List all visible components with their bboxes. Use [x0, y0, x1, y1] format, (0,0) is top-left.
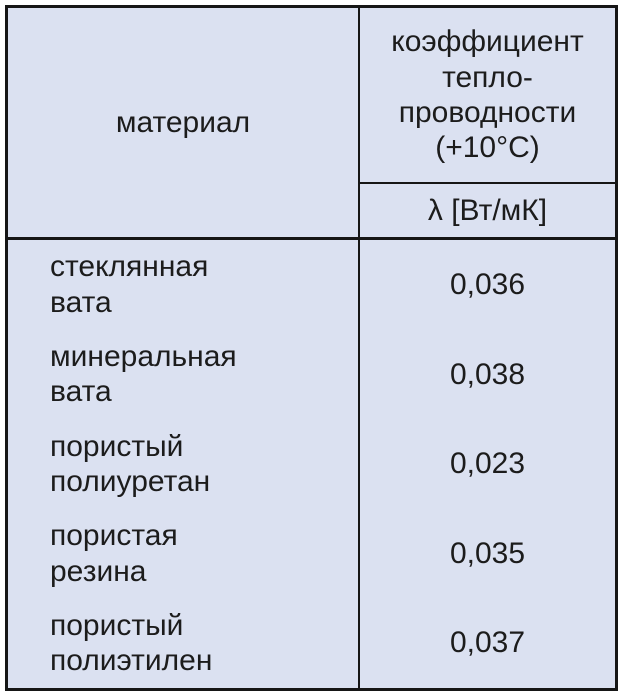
- table-row-material: стеклянная вата: [50, 250, 209, 319]
- table-row-value: 0,036: [358, 240, 615, 330]
- table-row-material: пористая резина: [50, 519, 178, 588]
- table-row-value: 0,037: [358, 598, 615, 688]
- table-row-material: пористый полиэтилен: [50, 608, 213, 678]
- thermal-conductivity-table: материал коэффициент тепло- проводности …: [5, 5, 618, 691]
- table-row-value: 0,035: [358, 508, 615, 599]
- coefficient-column-header: коэффициент тепло- проводности (+10°C): [358, 8, 615, 184]
- table-row-material: пористый полиуретан: [50, 429, 211, 498]
- material-column-header: материал: [8, 8, 358, 240]
- unit-header: λ [Вт/мК]: [358, 184, 615, 240]
- table-row-value: 0,023: [358, 419, 615, 509]
- table-row-value: 0,038: [358, 329, 615, 420]
- table-row-material: минеральная вата: [50, 340, 237, 409]
